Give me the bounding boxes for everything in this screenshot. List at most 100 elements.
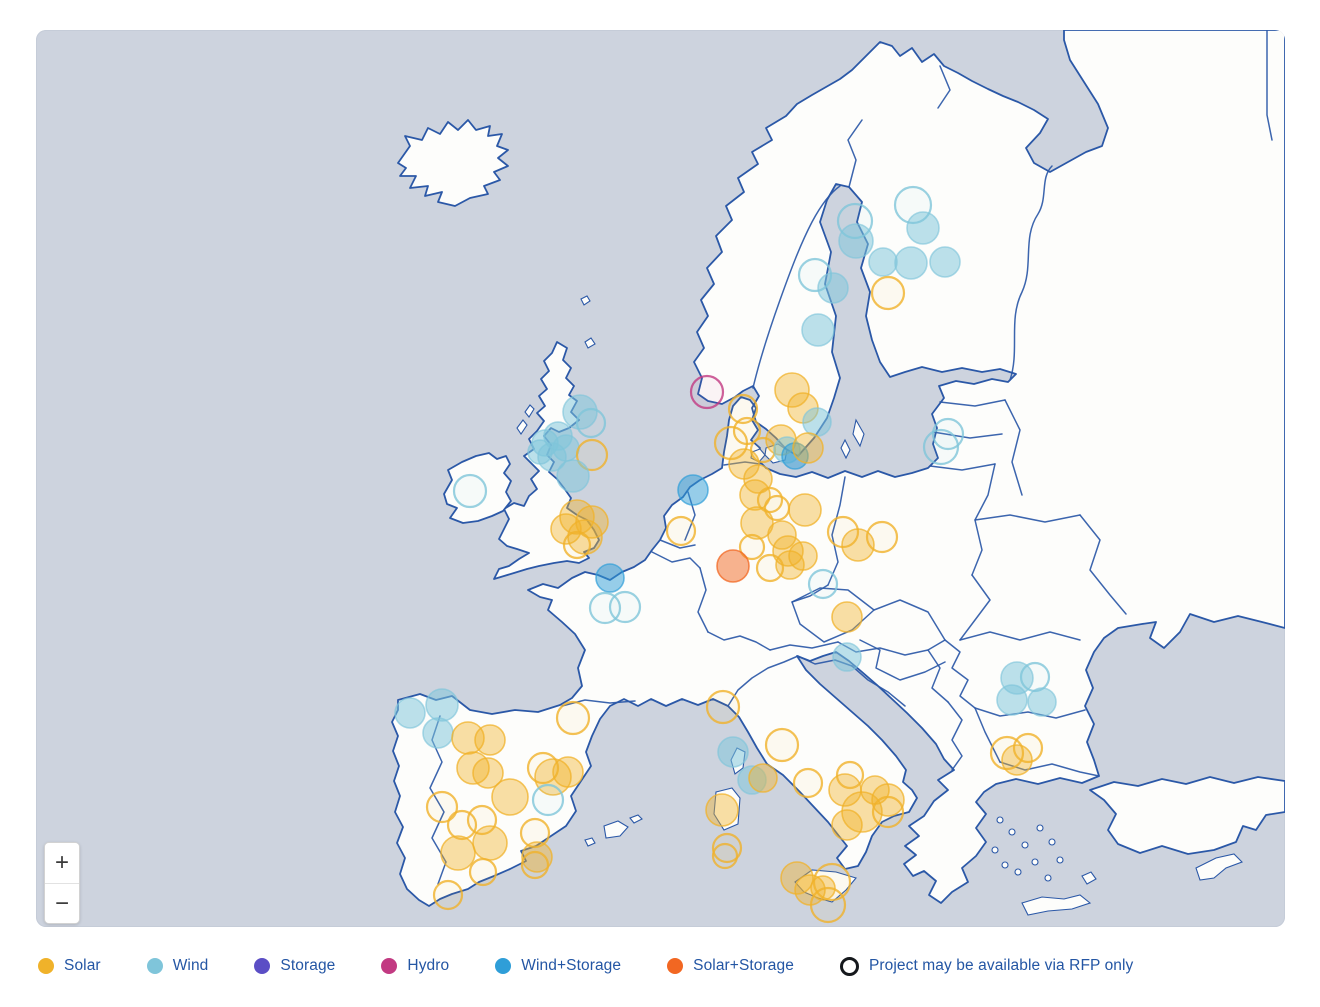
island-ibiza	[584, 837, 596, 847]
map-marker-solar[interactable]	[472, 757, 504, 789]
map-marker-solar[interactable]	[740, 506, 774, 540]
map-marker-solar-rfp[interactable]	[432, 879, 464, 911]
map-canvas	[391, 30, 1285, 924]
map-marker-solar-rfp[interactable]	[1012, 732, 1044, 764]
map-marker-solar-rfp[interactable]	[826, 515, 860, 549]
map-marker-solar-rfp[interactable]	[727, 393, 759, 425]
map-marker-windstorage[interactable]	[677, 474, 709, 506]
map-marker-solar[interactable]	[440, 835, 476, 871]
map-marker-solar-rfp[interactable]	[812, 862, 852, 902]
map-marker-wind[interactable]	[838, 223, 874, 259]
zoom-out-button[interactable]: −	[45, 883, 79, 923]
map-marker-solar-rfp[interactable]	[755, 553, 785, 583]
map-marker-wind-rfp[interactable]	[452, 473, 488, 509]
island-faroe	[580, 295, 591, 306]
map-marker-solar-rfp[interactable]	[562, 530, 592, 560]
map-marker-wind-rfp[interactable]	[922, 428, 960, 466]
solar-dot-icon	[38, 958, 54, 974]
map-marker-wind[interactable]	[556, 459, 590, 493]
map-marker-wind-rfp[interactable]	[608, 590, 642, 624]
legend-item-solarstorage: Solar+Storage	[667, 957, 794, 975]
map-zoom-control: + −	[44, 842, 80, 924]
map-marker-wind[interactable]	[717, 736, 749, 768]
map-marker-solar[interactable]	[474, 724, 506, 756]
zoom-in-button[interactable]: +	[45, 843, 79, 883]
map-marker-solar[interactable]	[743, 464, 773, 494]
map-marker-wind[interactable]	[868, 247, 898, 277]
map-marker-solarstorage[interactable]	[716, 549, 750, 583]
map-marker-solar-rfp[interactable]	[520, 850, 550, 880]
map-marker-solar-rfp[interactable]	[468, 857, 498, 887]
land-ireland	[443, 452, 512, 524]
map-marker-wind-rfp[interactable]	[931, 417, 965, 451]
map-marker-wind-rfp[interactable]	[1019, 661, 1051, 693]
map-marker-solar-rfp[interactable]	[711, 832, 743, 864]
map-marker-wind[interactable]	[894, 246, 928, 280]
map-marker-wind[interactable]	[527, 439, 553, 465]
map-marker-solar[interactable]	[788, 493, 822, 527]
map-marker-solar-rfp[interactable]	[575, 438, 609, 472]
map-marker-solar-rfp[interactable]	[835, 760, 865, 790]
map-marker-solar-rfp[interactable]	[555, 700, 591, 736]
map-marker-solar[interactable]	[748, 763, 778, 793]
map-marker-windstorage[interactable]	[595, 563, 625, 593]
map-marker-wind[interactable]	[562, 394, 598, 430]
map-marker-solar-rfp[interactable]	[425, 790, 459, 824]
map-marker-wind[interactable]	[817, 272, 849, 304]
map-marker-solar[interactable]	[521, 841, 553, 873]
map-marker-solar[interactable]	[491, 778, 529, 816]
map-marker-solar-rfp[interactable]	[792, 767, 824, 799]
legend-item-wind: Wind	[146, 957, 209, 975]
map-marker-solar[interactable]	[788, 541, 818, 571]
map-marker-solar-rfp[interactable]	[466, 804, 498, 836]
map-marker-solar-rfp[interactable]	[865, 520, 899, 554]
map-marker-wind[interactable]	[832, 642, 862, 672]
map-marker-solar[interactable]	[774, 372, 810, 408]
map-marker-solar-rfp[interactable]	[519, 817, 551, 849]
map-marker-solar[interactable]	[1001, 744, 1033, 776]
map-marker-solar[interactable]	[705, 793, 739, 827]
map-marker-solar-rfp[interactable]	[871, 795, 905, 829]
map-marker-solar[interactable]	[871, 783, 905, 817]
solarstorage-dot-icon	[667, 958, 684, 974]
map-marker-solar[interactable]	[739, 479, 771, 511]
map-marker-solar-rfp[interactable]	[711, 842, 739, 870]
europe-map[interactable]: + −	[36, 30, 1285, 927]
map-marker-wind-rfp[interactable]	[575, 407, 607, 439]
map-legend: Solar Wind Storage Hydro Wind+Storage Solar+S…	[38, 948, 1288, 984]
map-marker-solar-rfp[interactable]	[713, 425, 749, 461]
windstorage-dot-icon	[495, 958, 512, 974]
legend-label: Wind	[172, 957, 209, 974]
legend-item-hydro: Hydro	[381, 957, 449, 975]
map-marker-wind-rfp[interactable]	[531, 783, 565, 817]
map-marker-wind[interactable]	[906, 211, 940, 245]
map-marker-solar[interactable]	[792, 432, 824, 464]
map-marker-solar[interactable]	[550, 513, 582, 545]
map-marker-wind[interactable]	[394, 697, 426, 729]
map-marker-solar-rfp[interactable]	[756, 486, 784, 514]
map-marker-solar[interactable]	[831, 601, 863, 633]
map-marker-solar-rfp[interactable]	[809, 886, 847, 924]
map-marker-solar[interactable]	[472, 825, 508, 861]
map-marker-wind[interactable]	[425, 688, 459, 722]
map-marker-wind[interactable]	[1027, 687, 1057, 717]
map-marker-wind-rfp[interactable]	[807, 568, 839, 600]
map-marker-wind[interactable]	[802, 407, 832, 437]
map-marker-wind[interactable]	[737, 765, 767, 795]
map-marker-solar[interactable]	[552, 756, 584, 788]
map-marker-wind[interactable]	[801, 313, 835, 347]
map-marker-wind[interactable]	[996, 684, 1028, 716]
map-marker-solar-rfp[interactable]	[705, 689, 741, 725]
map-marker-solar[interactable]	[767, 520, 797, 550]
map-marker-solar[interactable]	[810, 875, 836, 901]
map-marker-solar-rfp[interactable]	[764, 727, 800, 763]
map-marker-wind[interactable]	[929, 246, 961, 278]
map-marker-wind[interactable]	[422, 717, 454, 749]
map-marker-hydro-rfp[interactable]	[689, 374, 725, 410]
map-marker-solar[interactable]	[780, 861, 814, 895]
map-marker-solar-rfp[interactable]	[665, 515, 697, 547]
map-marker-solar[interactable]	[831, 809, 863, 841]
map-marker-solar-rfp[interactable]	[870, 275, 906, 311]
island-gotland	[852, 418, 865, 448]
map-marker-solar-rfp[interactable]	[738, 533, 766, 561]
